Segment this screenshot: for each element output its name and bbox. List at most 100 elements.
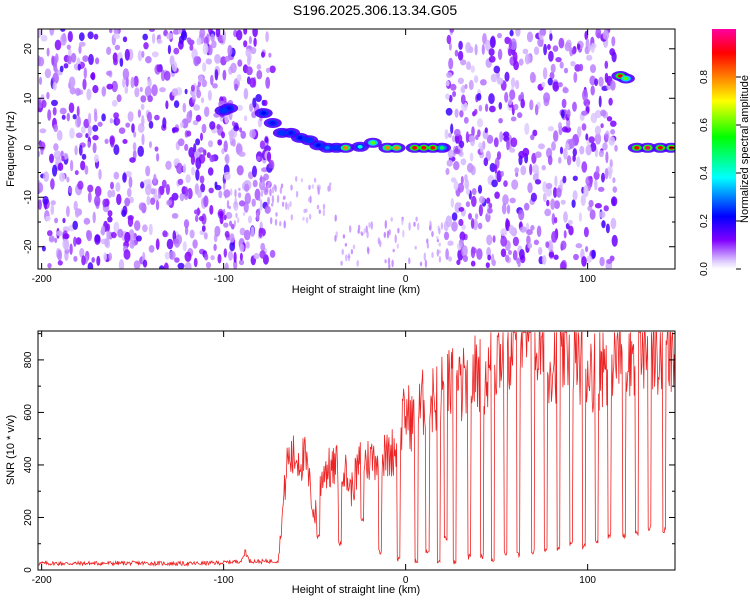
- noise-blob: [223, 222, 229, 228]
- noise-blob: [109, 118, 114, 124]
- noise-blob: [453, 161, 460, 171]
- noise-blob: [595, 165, 600, 174]
- trail-blob: [308, 213, 312, 220]
- noise-blob: [609, 48, 616, 56]
- noise-blob: [156, 38, 163, 45]
- chart-title: S196.2025.306.13.34.G05: [292, 2, 458, 18]
- noise-blob: [597, 186, 605, 192]
- trail-blob: [274, 218, 278, 226]
- noise-blob: [465, 42, 472, 54]
- noise-blob: [216, 123, 221, 130]
- noise-blob: [142, 33, 148, 41]
- noise-blob: [137, 145, 144, 157]
- track-peak: [394, 146, 399, 150]
- trail-blob: [349, 225, 352, 233]
- noise-blob: [233, 201, 239, 212]
- noise-blob: [606, 259, 613, 264]
- noise-blob: [223, 140, 228, 153]
- noise-blob: [536, 225, 542, 238]
- noise-blob: [532, 129, 538, 137]
- noise-blob: [509, 29, 514, 37]
- trail-blob: [224, 193, 227, 199]
- noise-blob: [453, 180, 459, 191]
- noise-blob: [182, 102, 187, 113]
- trail-blob: [368, 222, 371, 228]
- noise-blob: [496, 151, 502, 160]
- noise-blob: [124, 231, 131, 243]
- noise-blob: [568, 138, 576, 149]
- noise-blob: [108, 252, 112, 261]
- noise-blob: [466, 61, 471, 71]
- noise-blob: [59, 172, 66, 182]
- noise-blob: [508, 98, 513, 106]
- noise-blob: [259, 205, 263, 211]
- noise-blob: [602, 30, 610, 40]
- trail-blob: [417, 222, 420, 231]
- noise-blob: [165, 160, 172, 170]
- noise-blob: [491, 253, 495, 266]
- noise-blob: [243, 229, 251, 241]
- noise-blob: [91, 257, 95, 263]
- trail-blob: [270, 217, 273, 225]
- noise-blob: [486, 197, 491, 204]
- noise-blob: [222, 30, 227, 43]
- noise-blob: [266, 151, 272, 162]
- noise-blob: [106, 228, 111, 241]
- noise-blob: [68, 102, 75, 114]
- noise-blob: [59, 65, 64, 73]
- noise-blob: [198, 215, 205, 222]
- noise-blob: [54, 217, 59, 224]
- noise-blob: [113, 33, 120, 40]
- noise-blob: [113, 58, 118, 66]
- noise-blob: [451, 135, 456, 143]
- noise-blob: [522, 147, 530, 157]
- noise-blob: [445, 167, 450, 176]
- noise-blob: [250, 226, 255, 238]
- noise-blob: [510, 38, 517, 51]
- noise-blob: [63, 63, 69, 69]
- snr-y-tick-label: 600: [23, 404, 34, 421]
- noise-blob: [147, 95, 153, 103]
- noise-blob: [87, 141, 91, 149]
- noise-blob: [70, 52, 77, 63]
- noise-blob: [225, 211, 233, 220]
- noise-blob: [517, 260, 521, 268]
- noise-blob: [240, 130, 246, 139]
- noise-blob: [508, 250, 512, 255]
- trail-blob: [280, 183, 284, 189]
- track-peak: [384, 146, 390, 150]
- noise-blob: [94, 185, 102, 197]
- noise-blob: [529, 99, 534, 111]
- noise-blob: [41, 99, 47, 108]
- trail-blob: [307, 197, 311, 202]
- noise-blob: [124, 197, 131, 207]
- noise-blob: [443, 231, 450, 241]
- noise-blob: [498, 102, 503, 110]
- noise-blob: [189, 44, 194, 51]
- track-peak: [634, 146, 640, 150]
- noise-blob: [468, 213, 472, 220]
- track-peak: [623, 76, 629, 81]
- noise-blob: [77, 115, 81, 127]
- noise-blob: [264, 137, 269, 143]
- noise-blob: [543, 92, 551, 103]
- noise-blob: [53, 143, 59, 152]
- noise-blob: [38, 29, 42, 39]
- noise-blob: [141, 115, 145, 127]
- noise-blob: [165, 184, 170, 195]
- noise-blob: [130, 76, 135, 89]
- noise-blob: [554, 175, 558, 187]
- noise-blob: [252, 165, 257, 178]
- track-peak: [370, 141, 376, 145]
- noise-blob: [547, 126, 555, 132]
- noise-blob: [107, 210, 113, 217]
- noise-blob: [133, 75, 139, 87]
- noise-blob: [460, 94, 466, 105]
- noise-blob: [529, 163, 533, 176]
- heatmap-frame: [37, 28, 676, 270]
- noise-blob: [524, 53, 531, 65]
- colorbar: 0.0 0.2 0.4 0.6 0.8 Normalized spectral ampl…: [699, 29, 750, 276]
- noise-blob: [487, 207, 493, 214]
- noise-blob: [217, 139, 223, 146]
- noise-blob: [214, 225, 221, 237]
